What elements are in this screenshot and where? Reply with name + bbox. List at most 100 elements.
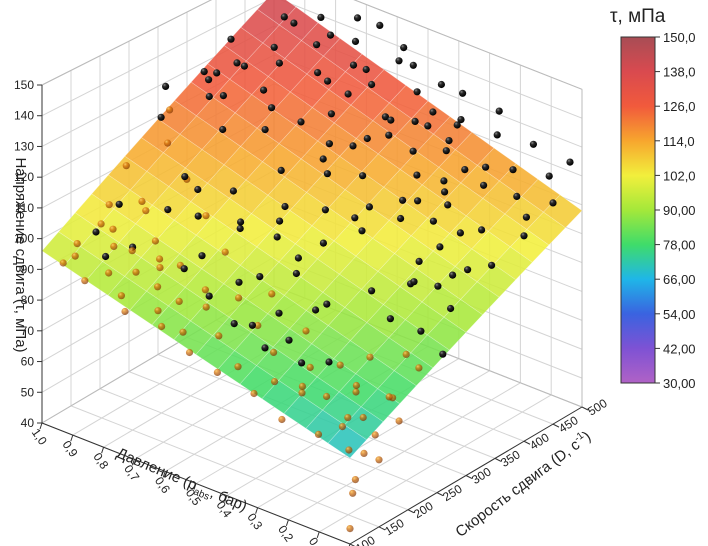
z-tick-label: 90 [21,262,35,276]
data-point [313,41,321,49]
data-point [385,131,393,139]
data-point [459,89,467,97]
z-tick-label: 50 [21,385,35,399]
y-tick-label: 150 [382,516,407,539]
data-point [314,430,323,438]
data-point [441,188,449,196]
data-point [549,199,557,207]
data-point [115,200,123,208]
data-point [495,107,503,115]
data-point [461,166,469,174]
data-point [453,121,461,129]
data-point [122,162,130,170]
data-point [493,131,501,139]
x-tick-label: 0,2 [275,523,296,545]
data-point [317,13,325,21]
z-tick-label: 110 [15,201,34,215]
colorbar-ticks: 150,0 138,0 126,0 114,0 102,0 90,00 78,00 66,00… [655,30,696,391]
colorbar-tick-label: 90,00 [663,203,696,218]
colorbar-title: τ, мПа [610,6,666,27]
data-point [336,361,344,369]
grid-line [70,405,380,528]
data-point [385,393,393,401]
data-point [344,90,352,98]
data-point [434,282,442,290]
data-point [200,68,208,76]
x-tick-label: 0,3 [244,511,265,533]
data-point [410,278,418,286]
colorbar-tick-label: 42,00 [663,341,696,356]
data-point [513,192,521,200]
surface-cell [460,281,500,316]
data-point [102,252,110,261]
data-point [413,171,421,179]
data-point [132,268,140,276]
grid-line [99,388,409,511]
grid-line [128,371,438,494]
data-point [194,185,202,194]
data-point [440,177,448,185]
data-point [219,125,227,134]
surface-cell [295,107,335,142]
data-point [366,353,374,361]
data-point [128,247,136,255]
x-tick-mark [316,531,320,539]
surface-cell [394,235,434,270]
data-point [349,61,358,69]
data-point [545,172,553,180]
data-point [275,309,283,317]
data-point [387,116,395,124]
data-point [154,283,162,291]
data-points [59,13,574,533]
data-point [371,431,379,439]
colorbar-tick-label: 150,0 [663,30,696,45]
data-point [520,232,528,240]
data-point [250,389,258,398]
z-tick-label: 80 [21,293,35,307]
data-point [359,172,367,180]
surface-cell [129,290,170,326]
z-tick-label: 60 [21,355,35,369]
y-tick-mark [378,526,386,531]
data-point [323,392,331,401]
data-point [349,142,357,150]
surface-cell [107,275,148,311]
x-tick-mark [70,434,74,442]
y-tick-label: 400 [527,430,552,453]
surface-cell [372,220,412,254]
data-point [256,273,264,281]
data-point [351,214,359,222]
y-axis-title: Скорость сдвига (D, c-1) [452,427,594,541]
data-point [395,57,403,65]
data-point [352,388,360,396]
colorbar: τ, мПа 150,0 138,0 126,0 114,0 102,0 90,00 78,… [610,6,696,391]
surface-cell [393,352,434,387]
data-point [327,110,335,118]
data-point [233,59,241,67]
data-point [368,80,376,89]
surface-cell [85,261,126,296]
colorbar-tick-label: 54,00 [663,307,696,322]
data-point [509,166,517,174]
y-tick-label: 250 [440,482,465,505]
data-point [198,252,206,260]
data-point [298,359,306,367]
data-point [429,108,437,116]
y-tick-mark [407,509,415,514]
z-tick-label: 100 [14,232,34,246]
x-tick-label: 0,1 [306,535,327,546]
data-point [359,413,367,422]
y-tick-mark [436,492,444,497]
data-point [271,378,279,386]
z-tick-label: 120 [14,170,34,184]
data-point [386,315,394,323]
data-point [237,218,245,226]
data-point [522,213,531,221]
data-point [478,226,486,234]
data-point [157,113,165,121]
data-point [278,415,286,424]
surface-cell [339,138,379,173]
data-point [248,321,256,329]
data-point [154,307,162,315]
data-point [488,261,496,269]
